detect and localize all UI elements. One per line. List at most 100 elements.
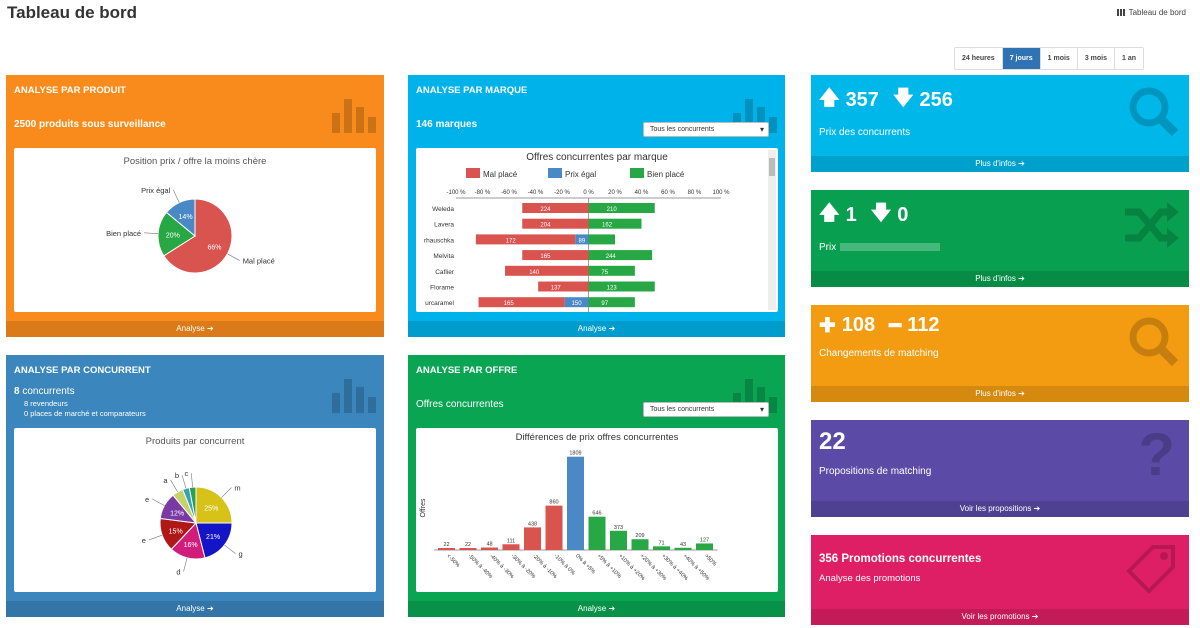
period-7d[interactable]: 7 jours bbox=[1002, 48, 1041, 69]
pie-data-label: 16% bbox=[184, 542, 198, 549]
histogram-bar bbox=[696, 543, 713, 550]
bar-data-label: 22 bbox=[443, 542, 449, 548]
more-info-link[interactable]: Plus d'infos ➔ bbox=[811, 156, 1189, 172]
competitor-count: 8 concurrents bbox=[14, 386, 75, 397]
x-tick-label: <-50% bbox=[445, 553, 461, 569]
stat-label: Changements de matching bbox=[819, 348, 939, 359]
bar-data-label: 646 bbox=[592, 511, 601, 517]
stat-prix: 🡅 1 🡇 0 Prix Plus d'infos ➔ bbox=[811, 190, 1189, 287]
histogram-bar bbox=[567, 456, 584, 550]
competitor-select[interactable]: Tous les concurrents bbox=[643, 122, 769, 137]
down-count: 112 bbox=[907, 314, 940, 336]
scrollbar-thumb[interactable] bbox=[769, 158, 775, 176]
pie-data-label: 12% bbox=[170, 511, 184, 518]
pie-slice bbox=[163, 198, 233, 274]
bar-data-label: 165 bbox=[540, 254, 551, 260]
bar-data-label: 127 bbox=[700, 537, 709, 543]
bar-bien-place bbox=[588, 203, 655, 213]
bar-data-label: 75 bbox=[601, 270, 608, 276]
analyse-link[interactable]: Analyse ➔ bbox=[6, 601, 384, 617]
bar-data-label: 204 bbox=[540, 223, 551, 229]
bar-data-label: 438 bbox=[528, 521, 537, 527]
x-tick-label: 100 % bbox=[712, 190, 730, 196]
stat-label: Analyse des promotions bbox=[819, 573, 921, 584]
analyse-link[interactable]: Analyse ➔ bbox=[408, 321, 785, 337]
x-tick-label: 40 % bbox=[635, 190, 649, 196]
histogram-bar bbox=[610, 530, 627, 550]
stat-matching-changes: ✚ 108 ━ 112 Changements de matching Plus d'… bbox=[811, 305, 1189, 402]
more-info-link[interactable]: Plus d'infos ➔ bbox=[811, 271, 1189, 287]
bar-bien-place bbox=[588, 250, 653, 261]
shuffle-icon bbox=[1125, 202, 1179, 248]
histogram-bar bbox=[438, 548, 455, 550]
legend-swatch bbox=[548, 168, 562, 178]
pie-chart: 66% Mal placé 20% Bien placé 14% Prix égal bbox=[106, 186, 275, 274]
bar-prix-egal bbox=[564, 297, 589, 308]
arrow-down-icon: 🡇 bbox=[870, 202, 892, 224]
histogram-bar bbox=[459, 548, 477, 550]
stat-value: 22 bbox=[819, 428, 846, 455]
pie-data-label: 21% bbox=[206, 534, 220, 541]
bar-data-label: 165 bbox=[504, 301, 515, 307]
panel-concurrent: ANALYSE PAR CONCURRENT 8 concurrents 8 r… bbox=[6, 355, 384, 617]
pie-category-label: d bbox=[176, 567, 180, 576]
pie-leader-line bbox=[221, 487, 232, 498]
bar-data-label: 373 bbox=[614, 525, 623, 531]
pie-leader-line bbox=[173, 189, 180, 203]
bar-data-label: 48 bbox=[486, 542, 492, 548]
chart-title: Position prix / offre la moins chère bbox=[123, 156, 267, 167]
bar-data-label: 140 bbox=[529, 270, 540, 276]
stat-matching-proposals: ? 22 Propositions de matching Voir les p… bbox=[811, 420, 1189, 517]
competitor-select[interactable]: Tous les concurrents bbox=[643, 402, 769, 417]
x-tick-label: 60 % bbox=[661, 190, 675, 196]
stat-values: ✚ 108 ━ 112 bbox=[811, 305, 1189, 338]
panel-offre: ANALYSE PAR OFFRE Offres concurrentes To… bbox=[408, 355, 785, 617]
histogram-bar bbox=[545, 505, 563, 550]
stat-prix-concurrents: 🡅 357 🡇 256 Prix des concurrents Plus d'inf… bbox=[811, 75, 1189, 172]
breadcrumb-label: Tableau de bord bbox=[1128, 8, 1186, 17]
x-tick-label: 20 % bbox=[608, 190, 622, 196]
pie-data-label: 66% bbox=[207, 245, 221, 252]
period-1y[interactable]: 1 an bbox=[1115, 48, 1144, 69]
down-count: 256 bbox=[919, 88, 953, 111]
bar-data-label: 162 bbox=[602, 223, 613, 229]
category-label: Melvita bbox=[433, 253, 454, 260]
arrow-up-icon: 🡅 bbox=[819, 202, 840, 224]
breadcrumb[interactable]: Tableau de bord bbox=[1116, 8, 1186, 17]
histogram-bar bbox=[481, 547, 498, 550]
bar-chart-icon bbox=[332, 379, 376, 413]
bar-mal-place bbox=[522, 250, 589, 261]
bar-mal-place bbox=[522, 218, 589, 229]
page-title: Tableau de bord bbox=[7, 3, 138, 22]
bar-mal-place bbox=[522, 203, 589, 213]
pie-data-label: 25% bbox=[204, 506, 218, 513]
analyse-link[interactable]: Analyse ➔ bbox=[6, 321, 384, 337]
period-3m[interactable]: 3 mois bbox=[1077, 48, 1116, 69]
analyse-link[interactable]: Analyse ➔ bbox=[408, 601, 785, 617]
stat-values: 🡅 357 🡇 256 bbox=[811, 75, 1189, 117]
see-promotions-link[interactable]: Voir les promotions ➔ bbox=[811, 609, 1189, 625]
x-tick-label: 80 % bbox=[688, 190, 702, 196]
y-axis-label: Offres bbox=[420, 498, 427, 517]
period-selector: 24 heures 7 jours 1 mois 3 mois 1 an bbox=[954, 47, 1145, 70]
bar-data-label: 111 bbox=[507, 538, 515, 544]
pie-leader-line bbox=[227, 253, 240, 261]
pie-leader-line bbox=[144, 232, 159, 234]
bar-data-label: 71 bbox=[658, 540, 664, 546]
x-tick-label: -20 % bbox=[554, 190, 570, 196]
brand-bar-chart: Offres concurrentes par marque Mal placé P… bbox=[424, 150, 776, 312]
pie-slice bbox=[165, 198, 196, 238]
scrollbar[interactable] bbox=[768, 150, 776, 310]
search-icon bbox=[1129, 87, 1179, 137]
histogram-bar bbox=[653, 546, 670, 550]
legend-label: Prix égal bbox=[565, 170, 596, 179]
more-info-link[interactable]: Plus d'infos ➔ bbox=[811, 386, 1189, 402]
bar-bien-place bbox=[588, 265, 635, 276]
pie-category-label: Mal placé bbox=[243, 257, 275, 266]
period-24h[interactable]: 24 heures bbox=[955, 48, 1003, 69]
pie-leader-line bbox=[181, 474, 187, 489]
category-label: rhauschka bbox=[424, 237, 454, 244]
see-proposals-link[interactable]: Voir les propositions ➔ bbox=[811, 501, 1189, 517]
bar-data-label: 224 bbox=[540, 207, 551, 213]
period-1m[interactable]: 1 mois bbox=[1040, 48, 1078, 69]
